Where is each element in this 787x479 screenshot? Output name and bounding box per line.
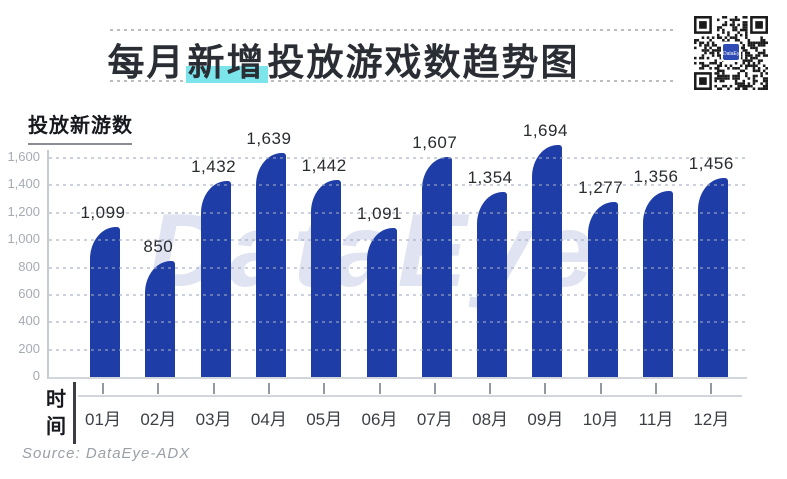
gridline [49,157,747,159]
gridline [49,321,747,324]
page-title-prefix: 每月 [107,42,186,83]
bar [477,192,508,377]
qr-code: DataEye [694,16,768,90]
bar [200,181,231,377]
y-tick-label: 200 [18,340,40,356]
bar [532,145,563,377]
bar-value-label: 1,442 [301,156,347,175]
x-tick-label: 09月 [527,410,564,429]
qr-center-logo: DataEye [721,42,741,62]
bar-value-label: 850 [143,237,174,256]
bar [698,178,729,377]
bar [366,228,397,377]
x-tick [710,383,713,394]
x-tick-label: 06月 [361,410,398,429]
bar-value-label: 1,091 [356,204,403,223]
x-tick [102,383,104,394]
x-tick [544,383,547,394]
y-tick-label: 1,200 [7,203,40,219]
bar-value-label: 1,432 [191,157,237,176]
y-tick-label: 800 [18,258,40,274]
page-title: 每月新增投放游戏数趋势图 [0,32,687,86]
bar-value-label: 1,354 [467,168,513,187]
gridline [49,239,747,242]
x-tick [489,383,492,394]
bar-value-label: 1,277 [578,178,624,197]
plot-area [47,145,747,379]
x-tick-label: 11月 [638,410,674,429]
bar [587,202,618,377]
x-tick [323,383,326,394]
x-axis-band-line [78,395,742,397]
y-tick-label: 1,000 [7,231,40,247]
x-tick-label: 05月 [306,410,343,429]
y-tick-label: 400 [18,313,40,329]
bar-value-label: 1,456 [688,154,734,173]
x-tick-label: 10月 [582,410,619,429]
bar-value-label: 1,099 [80,203,126,222]
x-tick [599,383,602,394]
y-tick-label: 0 [32,368,40,383]
x-tick [378,383,381,394]
bar-value-label: 1,356 [633,167,679,186]
source-credit: Source: DataEye-ADX [22,445,191,462]
y-axis-title: 投放新游数 [28,115,133,137]
x-axis-title: 时间 [46,389,66,438]
header-dashed-line-top [110,29,675,31]
x-tick [212,383,215,394]
x-tick-label: 12月 [693,410,730,429]
bar-value-label: 1,694 [522,121,568,140]
x-tick-label: 01月 [85,410,121,429]
x-tick [157,383,160,394]
x-tick [433,383,436,394]
x-tick [655,383,657,394]
bar [643,191,673,377]
x-tick [267,383,270,394]
x-tick-label: 08月 [472,410,509,429]
x-tick-label: 03月 [195,410,232,429]
header-dashed-line-bottom [110,80,675,82]
bar [145,261,176,377]
x-tick-label: 02月 [140,410,177,429]
bar-value-label: 1,639 [246,129,292,148]
gridline [49,266,747,269]
y-axis-title-underline [28,143,132,145]
y-tick-label: 1,400 [7,176,40,192]
y-tick-label: 1,600 [7,149,40,164]
gridline [49,348,747,351]
page-title-highlight: 新增 [185,42,268,83]
y-tick-label: 600 [18,285,40,301]
gridline [49,211,747,214]
gridline [49,293,747,296]
page-title-suffix: 投放游戏数趋势图 [267,42,580,83]
bar-value-label: 1,607 [412,133,458,152]
qr-code-pattern [694,16,768,90]
bar [90,227,120,377]
x-tick-label: 07月 [416,410,453,429]
bar [255,153,286,377]
x-tick-label: 04月 [250,410,287,429]
gridline [49,184,747,187]
x-axis-title-divider [73,382,76,444]
